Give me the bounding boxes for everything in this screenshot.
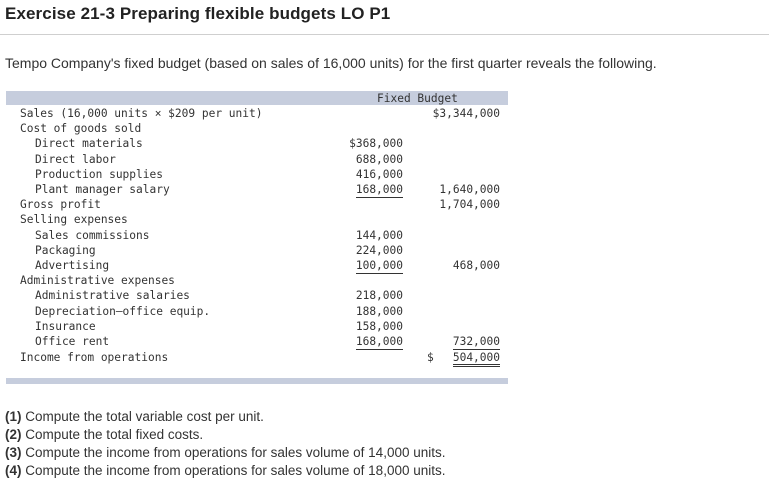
row-label: Plant manager salary bbox=[35, 183, 170, 196]
detail-amount: 416,000 bbox=[355, 167, 403, 181]
row-label: Packaging bbox=[35, 243, 96, 257]
row-label: Insurance bbox=[35, 319, 96, 333]
total-amount: 468,000 bbox=[452, 259, 500, 272]
question-text: Compute the income from operations for s… bbox=[25, 463, 446, 478]
row-label: Direct materials bbox=[35, 137, 143, 151]
row-label: Depreciation—office equip. bbox=[35, 304, 211, 318]
table-row: Depreciation—office equip. 188,000 bbox=[6, 305, 508, 320]
question-number: (4) bbox=[5, 463, 22, 478]
total-amount: 732,000 bbox=[452, 335, 500, 350]
table-row: Office rent 168,000 732,000 bbox=[6, 335, 508, 350]
question-item: (1) Compute the total variable cost per … bbox=[5, 408, 446, 426]
intro-text: Tempo Company's fixed budget (based on s… bbox=[5, 55, 657, 71]
question-item: (4) Compute the income from operations f… bbox=[5, 462, 446, 480]
table-header: Fixed Budget bbox=[377, 92, 458, 105]
row-label: Advertising bbox=[35, 259, 110, 272]
table-row: Administrative salaries 218,000 bbox=[6, 289, 508, 304]
question-item: (2) Compute the total fixed costs. bbox=[5, 426, 446, 444]
row-label: Administrative expenses bbox=[20, 274, 175, 288]
title-divider bbox=[0, 34, 769, 35]
table-row: Selling expenses bbox=[6, 213, 508, 228]
detail-amount: 688,000 bbox=[355, 152, 403, 166]
table-footer-band bbox=[6, 378, 508, 384]
question-number: (1) bbox=[5, 409, 22, 424]
detail-amount: 100,000 bbox=[355, 259, 403, 274]
table-row: Gross profit 1,704,000 bbox=[6, 198, 508, 213]
questions-list: (1) Compute the total variable cost per … bbox=[5, 408, 446, 480]
question-number: (3) bbox=[5, 445, 22, 460]
total-amount: $3,344,000 bbox=[432, 107, 500, 120]
question-item: (3) Compute the income from operations f… bbox=[5, 444, 446, 462]
detail-amount: 218,000 bbox=[355, 289, 403, 303]
table-header-band bbox=[6, 91, 508, 105]
table-row: Packaging 224,000 bbox=[6, 244, 508, 259]
row-label: Sales (16,000 units × $209 per unit) bbox=[20, 107, 263, 120]
table-row: Sales commissions 144,000 bbox=[6, 229, 508, 244]
question-text: Compute the income from operations for s… bbox=[25, 445, 446, 460]
detail-amount: 224,000 bbox=[355, 243, 403, 257]
detail-amount: 144,000 bbox=[355, 228, 403, 242]
row-label: Sales commissions bbox=[35, 228, 150, 242]
table-row: Production supplies 416,000 bbox=[6, 168, 508, 183]
row-label: Administrative salaries bbox=[35, 289, 190, 303]
question-text: Compute the total fixed costs. bbox=[25, 427, 204, 442]
row-label: Selling expenses bbox=[20, 213, 128, 227]
table-row: Administrative expenses bbox=[6, 274, 508, 289]
detail-amount: $368,000 bbox=[349, 137, 403, 151]
question-text: Compute the total variable cost per unit… bbox=[25, 409, 264, 424]
detail-amount: 188,000 bbox=[355, 304, 403, 318]
exercise-title: Exercise 21-3 Preparing flexible budgets… bbox=[5, 4, 391, 23]
table-row: Insurance 158,000 bbox=[6, 320, 508, 335]
total-currency: $ bbox=[427, 350, 434, 364]
question-number: (2) bbox=[5, 427, 22, 442]
table-row: Direct materials $368,000 bbox=[6, 137, 508, 152]
total-amount: 1,704,000 bbox=[439, 198, 500, 212]
row-label: Direct labor bbox=[35, 152, 116, 166]
row-label: Cost of goods sold bbox=[20, 122, 142, 136]
total-value: 504,000 bbox=[452, 350, 500, 367]
total-row: Income from operations $ 504,000 bbox=[6, 350, 508, 367]
detail-amount: 168,000 bbox=[355, 335, 403, 350]
table-row: Plant manager salary 168,000 1,640,000 bbox=[6, 183, 508, 198]
table-row: Direct labor 688,000 bbox=[6, 153, 508, 168]
table-row: Cost of goods sold bbox=[6, 122, 508, 137]
fixed-budget-table: Fixed Budget Sales (16,000 units × $209 … bbox=[6, 91, 508, 385]
row-label: Office rent bbox=[35, 335, 110, 348]
detail-amount: 168,000 bbox=[355, 183, 403, 198]
table-row: Advertising 100,000 468,000 bbox=[6, 259, 508, 274]
detail-amount: 158,000 bbox=[355, 319, 403, 333]
row-label: Gross profit bbox=[20, 198, 101, 212]
total-amount: 1,640,000 bbox=[439, 183, 500, 196]
table-row: Sales (16,000 units × $209 per unit) $3,3… bbox=[6, 107, 508, 122]
row-label: Production supplies bbox=[35, 167, 163, 181]
total-label: Income from operations bbox=[20, 350, 169, 364]
